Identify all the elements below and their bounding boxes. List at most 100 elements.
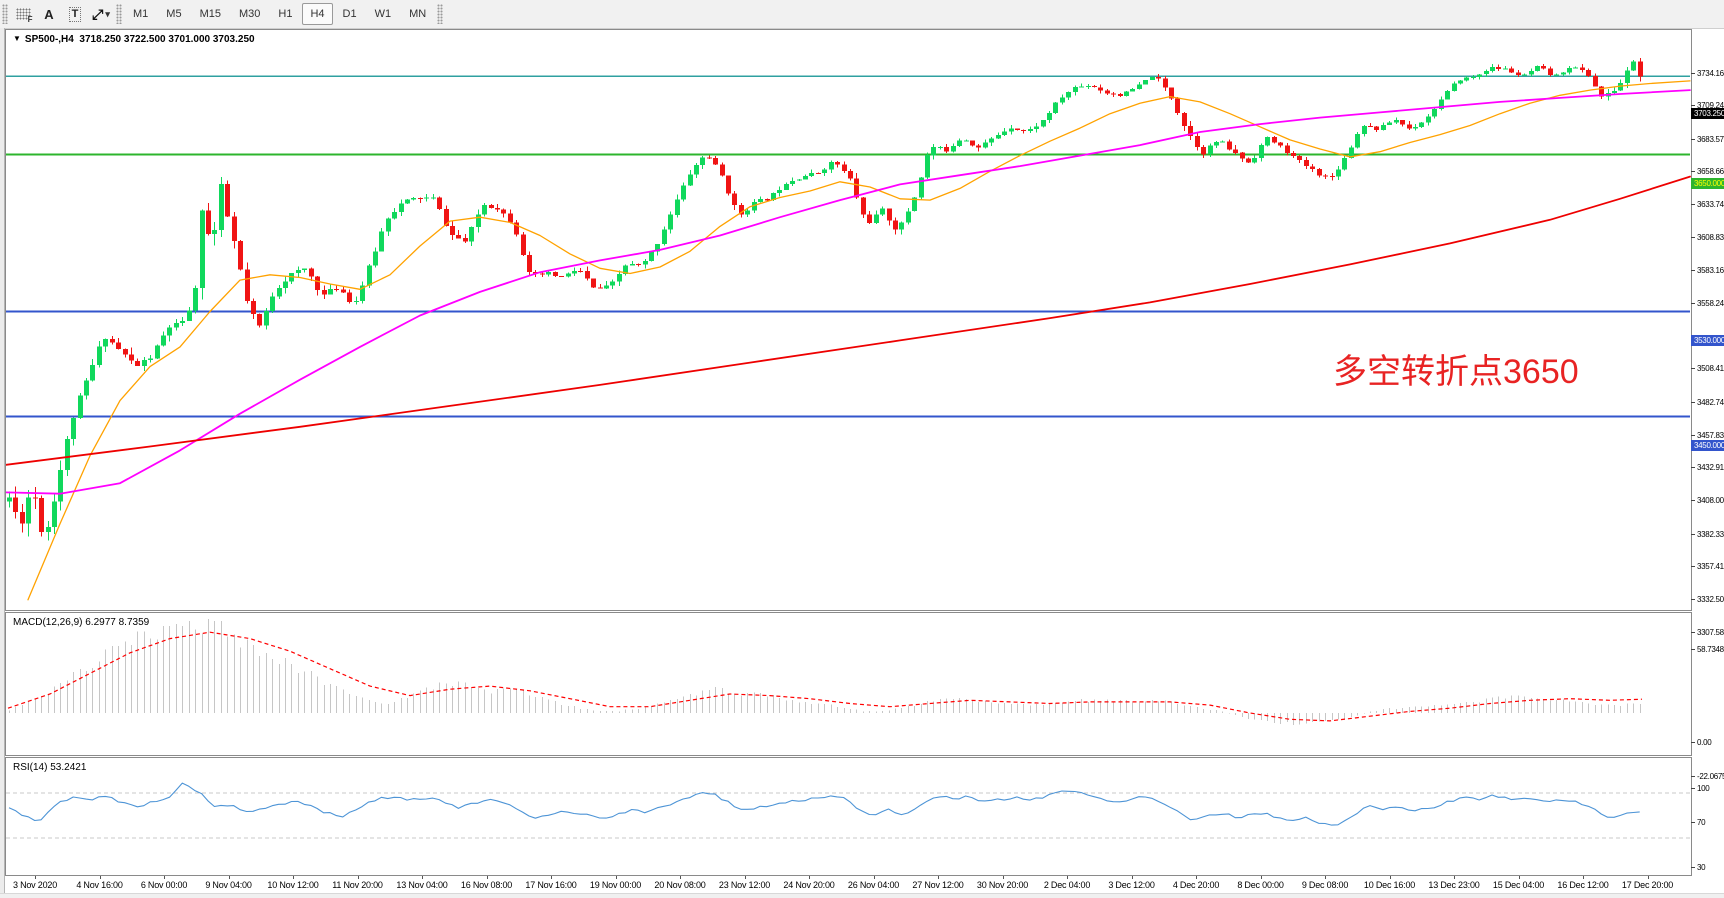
tick-mark [1691, 499, 1695, 501]
price-tick-label: 3658.660 [1691, 167, 1724, 176]
tick-mark [1691, 741, 1695, 743]
tick-mark [1691, 533, 1695, 535]
chart-annotation-text[interactable]: 多空转折点3650 [1333, 353, 1579, 391]
time-tick-label: 17 Dec 20:00 [1621, 880, 1674, 890]
time-tick-mark [1002, 876, 1004, 879]
price-axis[interactable]: 3734.160 3709.245 3683.575 3658.660 3633.745… [1691, 29, 1724, 898]
slow-ma-red [6, 175, 1691, 466]
timeframe-group: M1 M5 M15 M30 H1 H4 D1 W1 MN [124, 3, 435, 25]
window-bottom-edge [0, 893, 1724, 898]
diagonal-arrows-icon: ⤢ [92, 5, 104, 22]
tick-mark [1691, 303, 1695, 304]
timeframe-button-h1[interactable]: H1 [278, 8, 293, 20]
add-label-button[interactable]: A [37, 2, 61, 26]
hline-price-label: 3650.000 [1691, 177, 1724, 189]
rsi-panel[interactable]: RSI(14) 53.2421 [5, 757, 1692, 876]
add-text-button[interactable]: T [63, 2, 87, 26]
letter-a-icon: A [44, 6, 54, 22]
rsi-axis-label: 30 [1691, 863, 1706, 872]
timeframe-button-h4[interactable]: H4 [302, 3, 333, 25]
main-chart-panel[interactable]: ▼ SP500-,H4 3718.250 3722.500 3701.000 37… [5, 29, 1692, 611]
tick-mark [1691, 368, 1695, 370]
time-tick-label: 11 Nov 20:00 [332, 880, 383, 890]
time-tick-label: 27 Nov 12:00 [912, 880, 964, 890]
time-tick-label: 4 Dec 20:00 [1172, 880, 1220, 890]
macd-panel[interactable]: MACD(12,26,9) 6.2977 8.7359 [5, 612, 1692, 756]
time-tick-label: 13 Dec 23:00 [1428, 880, 1480, 890]
hline-price-label: 3450.000 [1691, 439, 1724, 451]
rsi-axis-label: 100 [1691, 784, 1710, 793]
time-tick-mark [680, 876, 681, 879]
tick-mark [1691, 821, 1695, 823]
toolbar-drag-handle[interactable] [2, 4, 8, 24]
timeframe-button-m5[interactable]: M5 [166, 8, 182, 20]
time-tick-mark [1196, 876, 1197, 879]
time-tick-mark [99, 876, 101, 879]
timeframe-button-d1[interactable]: D1 [342, 8, 357, 20]
candlestick-chart [6, 58, 1691, 601]
time-tick-mark [1389, 876, 1391, 879]
price-tick-label: 3734.160 [1691, 69, 1724, 78]
time-tick-mark [744, 876, 746, 879]
macd-histogram [9, 618, 1641, 726]
time-tick-label: 10 Dec 16:00 [1363, 880, 1416, 890]
time-tick-label: 4 Nov 16:00 [76, 880, 123, 890]
rsi-axis-label: 70 [1691, 818, 1706, 827]
line-studies-button[interactable]: ⤢ ▾ [89, 2, 113, 26]
tick-mark [1691, 72, 1695, 74]
candles [7, 58, 1643, 541]
time-tick-label: 2 Dec 04:00 [1043, 880, 1091, 890]
time-tick-label: 17 Nov 16:00 [525, 880, 577, 890]
chart-mode-button[interactable]: F [11, 2, 35, 26]
toolbar-end-handle[interactable] [437, 4, 444, 24]
tick-mark [1691, 776, 1695, 778]
time-tick-mark [35, 876, 36, 879]
price-tick-label: 3357.415 [1691, 562, 1724, 571]
time-tick-mark [1583, 876, 1584, 879]
symbol-dropdown-icon[interactable]: ▼ [13, 34, 21, 43]
time-tick-mark [615, 876, 617, 879]
price-tick-label: 3457.830 [1691, 431, 1724, 440]
time-tick-mark [164, 876, 165, 879]
timeframe-button-m15[interactable]: M15 [199, 8, 221, 20]
time-tick-mark [1067, 876, 1068, 879]
time-tick-mark [551, 876, 552, 879]
medium-ma-magenta [6, 89, 1691, 495]
price-tick-label: 3332.500 [1691, 595, 1724, 604]
tick-mark [1691, 566, 1695, 568]
price-tick-label: 3558.245 [1691, 299, 1724, 308]
time-axis[interactable]: 3 Nov 2020 4 Nov 16:00 6 Nov 00:00 9 Nov 04… [5, 876, 1692, 893]
chart-symbol-timeframe: SP500-,H4 [24, 34, 74, 45]
time-tick-mark [1131, 876, 1133, 879]
time-tick-mark [357, 876, 359, 879]
timeframe-button-w1[interactable]: W1 [374, 8, 392, 20]
macd-axis-label: -22.0675 [1691, 772, 1724, 781]
tick-mark [1691, 434, 1695, 436]
timeframe-button-mn[interactable]: MN [409, 8, 427, 20]
rsi-axis-label: 0 [1691, 897, 1701, 898]
price-tick-label: 3633.745 [1691, 200, 1724, 209]
time-tick-label: 3 Nov 2020 [12, 880, 58, 890]
price-tick-label: 3709.245 [1691, 101, 1724, 110]
tick-mark [1691, 648, 1695, 650]
toolbar-separator-handle[interactable] [116, 4, 122, 24]
chart-title: ▼ SP500-,H4 3718.250 3722.500 3701.000 37… [13, 34, 255, 45]
time-tick-mark [1325, 876, 1326, 879]
time-tick-label: 13 Nov 04:00 [396, 880, 448, 890]
timeframe-button-m30[interactable]: M30 [238, 8, 261, 20]
tick-mark [1691, 236, 1695, 238]
macd-axis-label: 0.00 [1691, 738, 1712, 747]
price-tick-label: 3683.575 [1691, 135, 1724, 144]
timeframe-button-m1[interactable]: M1 [133, 8, 149, 20]
macd-axis-label: 58.7348 [1691, 645, 1724, 654]
rsi-label: RSI(14) 53.2421 [13, 762, 87, 773]
tick-mark [1691, 787, 1695, 789]
time-tick-mark [1454, 876, 1455, 879]
price-tick-label: 3382.330 [1691, 530, 1724, 539]
current-price-label: 3703.250 [1691, 108, 1724, 119]
letter-t-icon: T [68, 6, 82, 22]
fast-ma-orange [27, 80, 1691, 601]
time-tick-label: 16 Dec 12:00 [1557, 880, 1609, 890]
tick-mark [1691, 598, 1695, 600]
